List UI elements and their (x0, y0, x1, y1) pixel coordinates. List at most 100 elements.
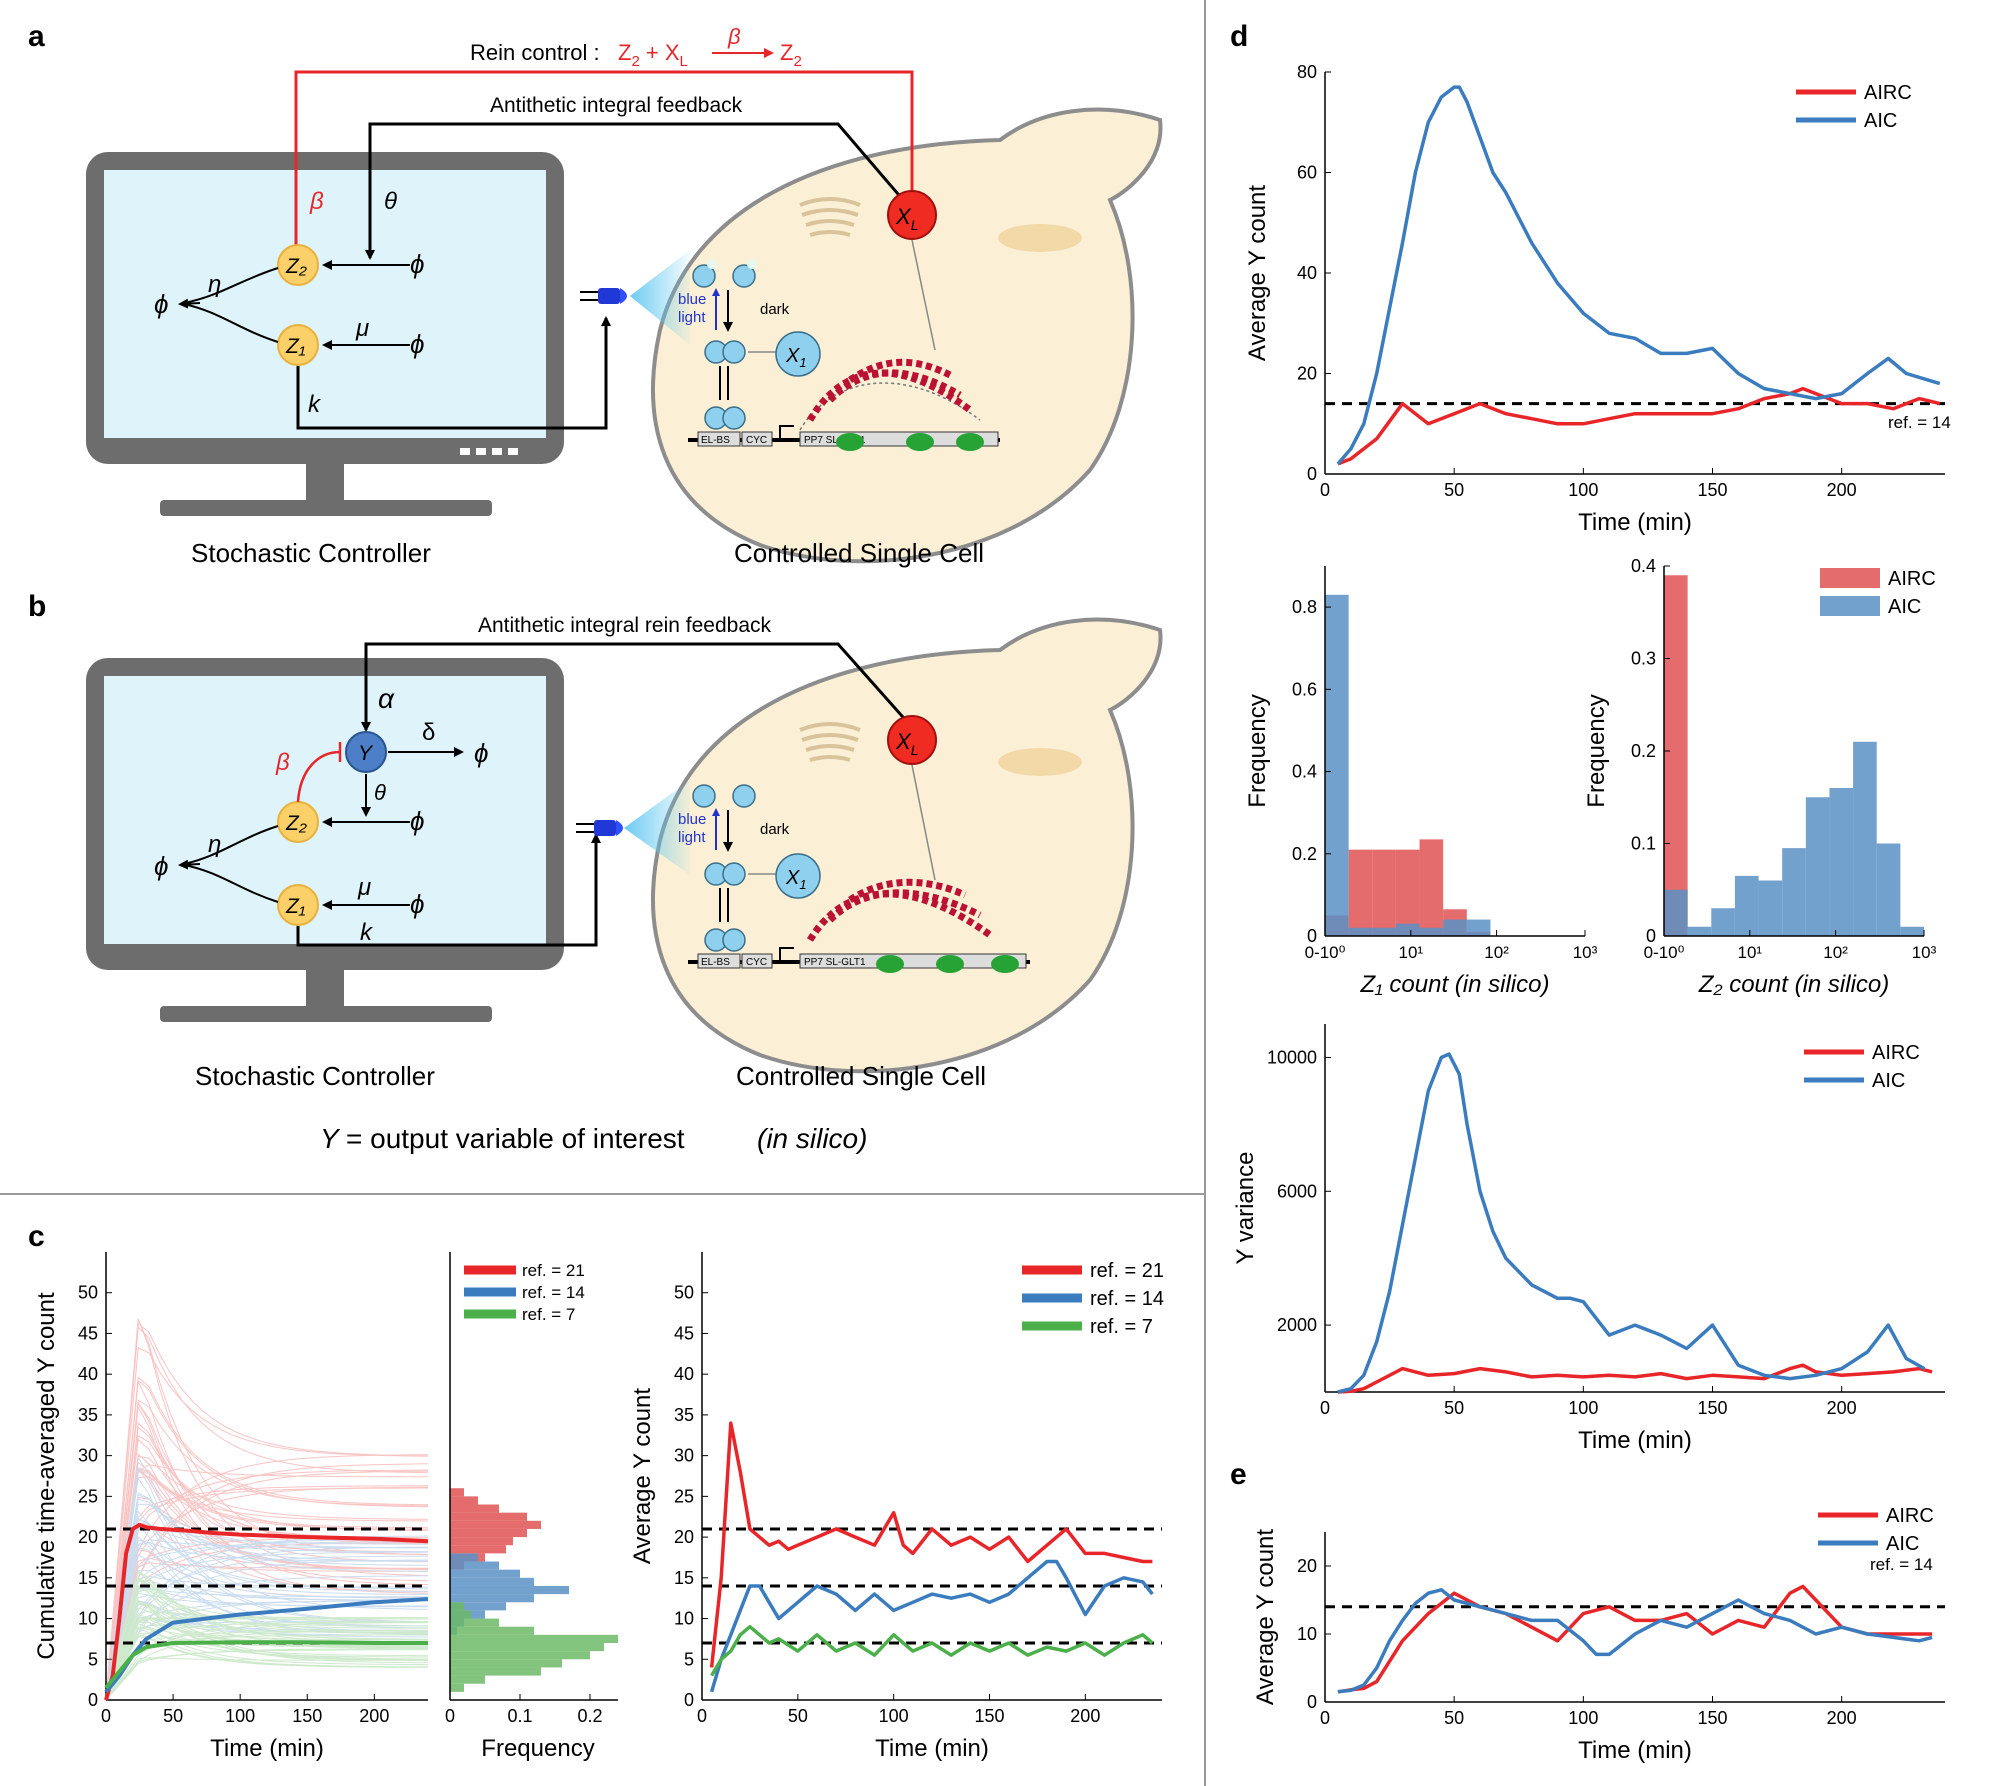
led-body-a (598, 288, 620, 304)
x-tick-label: 10² (1484, 943, 1509, 962)
panel-b: b Antithetic integral rein feedback Y α (28, 590, 1163, 1154)
legend-label: AIRC (1886, 1505, 1934, 1527)
histogram-bar-7 (450, 1618, 499, 1627)
reference-label: ref. = 14 (1888, 413, 1951, 432)
panel-letter-d: d (1230, 20, 1248, 53)
controller-network-a: Z₂ Z₁ ϕ θ β ϕ μ ϕ η k (154, 188, 611, 430)
series-line-aic (1337, 1588, 1933, 1694)
trajectory-line (105, 1618, 428, 1701)
trajectory-line (105, 1617, 428, 1701)
output-note: = output variable of interest (346, 1123, 685, 1154)
trajectory-line (105, 1456, 429, 1701)
y-tick-label: 0 (1307, 1692, 1317, 1712)
y-tick-label: 0.3 (1631, 649, 1656, 669)
y-tick-label: 45 (674, 1323, 694, 1343)
histogram-bar-aic (1711, 908, 1735, 936)
histogram-bar-airc (1395, 849, 1420, 936)
panel-letter-a: a (28, 20, 45, 53)
trajectory-line (105, 1600, 429, 1701)
trajectory-line (105, 1579, 428, 1701)
x-tick-label: 50 (1444, 480, 1464, 500)
trajectory-line (105, 1471, 429, 1701)
y-tick-label: 6000 (1277, 1181, 1317, 1201)
trajectory-line (105, 1318, 429, 1701)
x-axis-label: Time (min) (1578, 1427, 1692, 1454)
histogram-bar-21 (450, 1528, 527, 1538)
trajectory-line (105, 1551, 428, 1701)
trajectory-line (105, 1376, 429, 1701)
histogram-bar-21 (450, 1496, 478, 1505)
trajectory-line (105, 1469, 429, 1701)
y-tick-label: 35 (78, 1405, 98, 1425)
histogram-bar-airc (1372, 849, 1396, 936)
trajectory-line (105, 1535, 429, 1701)
series-line-ref-7-mean (104, 1640, 428, 1690)
trajectory-line (105, 1496, 428, 1701)
trajectory-line (105, 1584, 429, 1701)
x-axis-label: Time (min) (875, 1735, 989, 1762)
annihilation-z2 (183, 267, 279, 304)
x-tick-label: 0 (1320, 1398, 1330, 1418)
y-tick-label: 10 (1297, 1624, 1317, 1644)
histogram-bar-aic (1687, 926, 1712, 936)
y-tick-label: 5 (88, 1649, 98, 1669)
histogram-bar-airc (1348, 849, 1373, 936)
legend-label: ref. = 14 (1090, 1288, 1164, 1310)
trajectory-line (105, 1617, 428, 1701)
y-tick-label: 0 (1307, 926, 1317, 946)
chart-frequency-histogram: 0 0.1 0.2 Frequency ref. = 21 ref. = 14 ref. =… (445, 1252, 618, 1762)
trajectory-line (105, 1601, 428, 1701)
z1-node (277, 324, 319, 366)
chart-average-y-count-d: 0 50 100 150 200 0 20 40 60 80 Time (min) Average Y… (1244, 62, 1951, 536)
histogram-bar-14 (450, 1569, 520, 1578)
y-tick-label: 80 (1297, 62, 1317, 82)
legend-label: AIRC (1888, 568, 1936, 590)
trajectory-line (105, 1579, 428, 1701)
x-tick-label: 0 (445, 1706, 455, 1726)
xl-node-a (887, 190, 937, 240)
rein-beta: β (727, 24, 741, 49)
y-label: Y (358, 742, 374, 765)
rein-reaction: Z2 + XL (618, 40, 688, 70)
y-tick-label: 0.2 (1292, 844, 1317, 864)
trajectory-line (105, 1557, 428, 1701)
x-tick-label: 10¹ (1738, 943, 1763, 962)
histogram-bar-14 (450, 1577, 534, 1586)
phi-annihilation-b: ϕ (154, 851, 168, 881)
x-tick-label: 0-10⁰ (1305, 943, 1346, 962)
actuation-path-a (296, 316, 611, 430)
series-line-ref-21 (709, 1421, 1153, 1668)
trajectory-line (105, 1492, 429, 1701)
x-tick-label: 150 (1697, 1708, 1727, 1728)
trajectory-line (105, 1628, 428, 1701)
x-tick-label: 50 (163, 1706, 183, 1726)
k-a: k (308, 391, 322, 418)
cell-body (651, 107, 1163, 564)
y-tick-label: 25 (78, 1486, 98, 1506)
svg-text:light: light (678, 829, 706, 846)
x-tick-label: 200 (1070, 1706, 1100, 1726)
series-line-aic (1337, 1052, 1926, 1394)
cell-caption-b: Controlled Single Cell (736, 1061, 986, 1091)
trajectory-line (105, 1487, 428, 1701)
x-tick-label: 100 (1568, 1708, 1598, 1728)
histogram-bar-aic (1782, 848, 1806, 936)
trajectory-line (105, 1594, 428, 1701)
trajectory-line (105, 1464, 428, 1701)
trajectory-line (105, 1523, 429, 1701)
panel-e: e 0 50 100 150 200 0 10 20 Time (min) Average Y c… (1230, 1458, 1945, 1764)
y-tick-label: 10 (78, 1609, 98, 1629)
trajectory-line (105, 1455, 428, 1701)
trajectory-line (105, 1326, 429, 1701)
k-b: k (360, 919, 374, 946)
beta-a: β (309, 188, 324, 215)
antithetic-label-a: Antithetic integral feedback (490, 94, 743, 117)
phi-y: ϕ (474, 738, 488, 768)
led-a (580, 250, 690, 345)
trajectory-line (105, 1657, 428, 1701)
series-line-aic (1336, 85, 1941, 466)
x-tick-label: 200 (1827, 1398, 1857, 1418)
phi-z2: ϕ (410, 249, 424, 279)
x-tick-label: 10³ (1912, 943, 1937, 962)
histogram-bar-7 (450, 1626, 534, 1635)
